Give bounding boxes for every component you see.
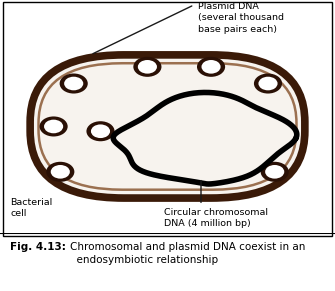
- Circle shape: [261, 162, 289, 182]
- Circle shape: [46, 162, 74, 182]
- FancyBboxPatch shape: [30, 55, 305, 198]
- Circle shape: [91, 125, 110, 138]
- Circle shape: [265, 165, 284, 179]
- Circle shape: [86, 121, 115, 141]
- Circle shape: [197, 57, 225, 77]
- Text: Circular chromosomal
DNA (4 million bp): Circular chromosomal DNA (4 million bp): [164, 207, 268, 228]
- Circle shape: [60, 74, 88, 93]
- Circle shape: [138, 60, 157, 74]
- Polygon shape: [113, 93, 297, 184]
- Circle shape: [64, 77, 83, 90]
- Circle shape: [140, 62, 148, 68]
- Circle shape: [46, 121, 55, 127]
- Circle shape: [261, 78, 269, 84]
- Circle shape: [204, 62, 212, 68]
- Text: Fig. 4.13:: Fig. 4.13:: [10, 242, 66, 251]
- Text: Bacterial
cell: Bacterial cell: [10, 198, 52, 218]
- Circle shape: [93, 126, 102, 132]
- Circle shape: [66, 78, 75, 84]
- Text: Plasmid DNA
(several thousand
base pairs each): Plasmid DNA (several thousand base pairs…: [198, 2, 284, 33]
- Circle shape: [133, 57, 161, 77]
- Circle shape: [258, 77, 278, 90]
- Circle shape: [254, 74, 282, 93]
- Circle shape: [51, 165, 70, 179]
- Circle shape: [201, 60, 221, 74]
- Circle shape: [44, 120, 63, 133]
- Circle shape: [53, 166, 61, 173]
- Circle shape: [40, 116, 68, 136]
- Circle shape: [267, 166, 276, 173]
- Text: Chromosomal and plasmid DNA coexist in an
  endosymbiotic relationship: Chromosomal and plasmid DNA coexist in a…: [70, 242, 306, 265]
